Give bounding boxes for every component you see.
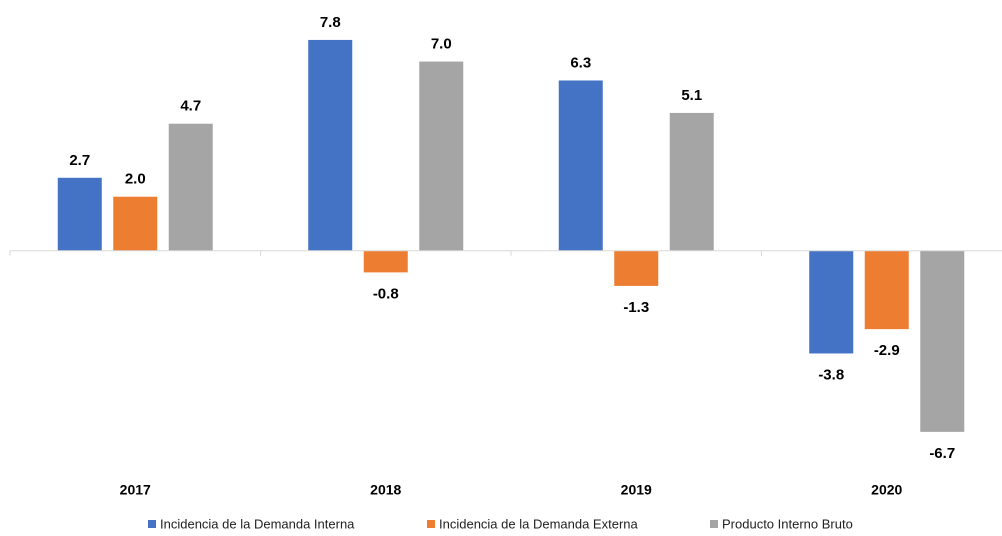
data-label: -3.8 [818, 366, 844, 383]
data-label: 5.1 [681, 87, 702, 104]
bar [558, 80, 603, 251]
data-label: 6.3 [570, 54, 591, 71]
data-label: -6.7 [929, 445, 955, 462]
data-label: 2.0 [125, 171, 146, 188]
legend-label: Incidencia de la Demanda Interna [160, 516, 355, 531]
bar [308, 39, 353, 251]
x-tick-label: 2018 [370, 482, 401, 498]
data-label: 7.8 [320, 14, 341, 31]
x-tick-label: 2017 [120, 482, 151, 498]
legend-swatch [148, 520, 156, 528]
legend-swatch [710, 520, 718, 528]
bar [809, 250, 854, 354]
bar [920, 250, 965, 432]
legend-label: Producto Interno Bruto [722, 516, 853, 531]
bar [419, 61, 464, 251]
bar [363, 250, 408, 273]
x-tick-label: 2020 [871, 482, 902, 498]
bar [614, 250, 659, 286]
data-label: 7.0 [431, 36, 452, 53]
bar [669, 112, 714, 251]
bar [168, 123, 213, 251]
bar [113, 196, 158, 251]
data-label: -2.9 [874, 342, 900, 359]
legend-swatch [427, 520, 435, 528]
bar [57, 177, 102, 251]
x-tick-label: 2019 [621, 482, 652, 498]
data-label: -0.8 [373, 285, 399, 302]
legend-label: Incidencia de la Demanda Externa [439, 516, 639, 531]
data-label: -1.3 [623, 299, 649, 316]
data-label: 4.7 [180, 98, 201, 115]
bar [864, 250, 909, 330]
data-label: 2.7 [69, 152, 90, 169]
